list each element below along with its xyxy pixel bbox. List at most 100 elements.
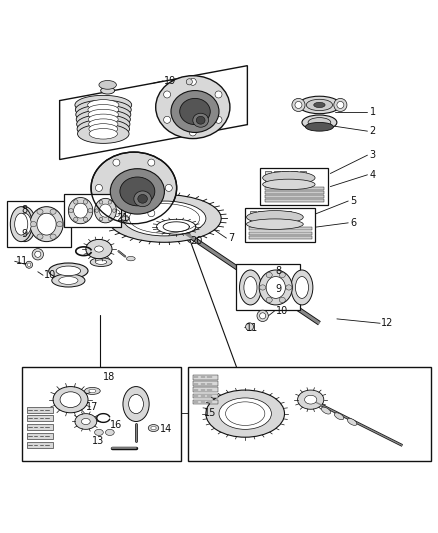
Ellipse shape — [30, 207, 63, 241]
Ellipse shape — [56, 266, 81, 276]
Ellipse shape — [99, 80, 117, 89]
Ellipse shape — [314, 102, 325, 108]
Ellipse shape — [78, 124, 129, 143]
Ellipse shape — [123, 386, 149, 422]
Ellipse shape — [50, 234, 56, 239]
Ellipse shape — [83, 217, 88, 222]
Circle shape — [189, 129, 196, 136]
Circle shape — [215, 91, 222, 98]
Text: 18: 18 — [103, 372, 116, 382]
Bar — [265, 191, 324, 194]
Ellipse shape — [120, 177, 155, 206]
Ellipse shape — [295, 277, 308, 298]
Ellipse shape — [75, 100, 131, 119]
Text: 17: 17 — [86, 402, 98, 412]
Text: 20: 20 — [191, 236, 203, 246]
Ellipse shape — [279, 272, 286, 278]
Bar — [276, 211, 282, 224]
Text: 11: 11 — [16, 256, 28, 266]
Text: 9: 9 — [21, 229, 28, 239]
Ellipse shape — [266, 297, 272, 303]
Bar — [265, 195, 324, 198]
Bar — [265, 187, 324, 190]
Bar — [274, 171, 280, 184]
Ellipse shape — [297, 390, 324, 409]
Circle shape — [215, 116, 222, 123]
Ellipse shape — [108, 195, 221, 243]
Ellipse shape — [171, 91, 219, 133]
Ellipse shape — [279, 297, 286, 303]
Ellipse shape — [286, 285, 292, 290]
Circle shape — [165, 184, 172, 191]
Circle shape — [260, 313, 266, 319]
Bar — [250, 211, 256, 224]
Ellipse shape — [151, 426, 156, 430]
Ellipse shape — [88, 114, 118, 125]
Bar — [249, 231, 311, 235]
Text: 19: 19 — [164, 76, 177, 86]
Circle shape — [32, 248, 43, 260]
Circle shape — [295, 101, 302, 108]
Bar — [291, 171, 297, 184]
Ellipse shape — [321, 407, 331, 414]
Bar — [193, 393, 218, 398]
Ellipse shape — [306, 99, 332, 111]
Circle shape — [337, 101, 344, 108]
Bar — [265, 171, 271, 184]
Ellipse shape — [37, 234, 43, 239]
Ellipse shape — [180, 99, 210, 125]
Ellipse shape — [99, 204, 112, 217]
Ellipse shape — [95, 260, 107, 264]
Text: 8: 8 — [21, 205, 28, 215]
Bar — [193, 375, 218, 379]
Ellipse shape — [247, 219, 303, 229]
Text: 10: 10 — [276, 306, 288, 316]
Ellipse shape — [57, 222, 63, 227]
Circle shape — [35, 251, 41, 257]
Ellipse shape — [60, 392, 81, 408]
Ellipse shape — [193, 113, 208, 127]
Text: 1: 1 — [370, 107, 376, 117]
Ellipse shape — [260, 285, 266, 290]
Circle shape — [334, 99, 347, 111]
Ellipse shape — [244, 277, 257, 298]
Ellipse shape — [99, 217, 103, 221]
Ellipse shape — [83, 200, 88, 204]
Text: 8: 8 — [276, 266, 282, 276]
Ellipse shape — [127, 256, 135, 261]
Bar — [245, 207, 315, 243]
Ellipse shape — [14, 207, 35, 241]
Text: 6: 6 — [350, 218, 356, 228]
Circle shape — [27, 263, 31, 266]
Ellipse shape — [308, 118, 331, 127]
Ellipse shape — [14, 213, 28, 235]
Ellipse shape — [81, 418, 90, 425]
Text: 16: 16 — [110, 419, 122, 430]
Circle shape — [257, 310, 268, 321]
Circle shape — [113, 159, 120, 166]
Ellipse shape — [266, 272, 272, 278]
Ellipse shape — [50, 209, 56, 214]
Ellipse shape — [88, 208, 92, 213]
Bar — [249, 236, 311, 239]
Circle shape — [246, 323, 254, 330]
Ellipse shape — [18, 213, 31, 235]
Bar — [21, 367, 181, 461]
Bar — [27, 407, 53, 413]
Ellipse shape — [95, 430, 103, 435]
Ellipse shape — [291, 270, 313, 305]
Ellipse shape — [148, 425, 159, 432]
Ellipse shape — [259, 270, 292, 305]
Ellipse shape — [74, 200, 78, 204]
Circle shape — [148, 159, 155, 166]
Circle shape — [189, 78, 196, 85]
Ellipse shape — [95, 209, 99, 212]
Bar — [283, 171, 288, 184]
Ellipse shape — [155, 76, 230, 139]
Text: 9: 9 — [276, 284, 282, 294]
Ellipse shape — [347, 418, 357, 425]
Ellipse shape — [49, 263, 88, 279]
Ellipse shape — [88, 100, 119, 110]
Circle shape — [186, 79, 192, 85]
Circle shape — [164, 91, 170, 98]
